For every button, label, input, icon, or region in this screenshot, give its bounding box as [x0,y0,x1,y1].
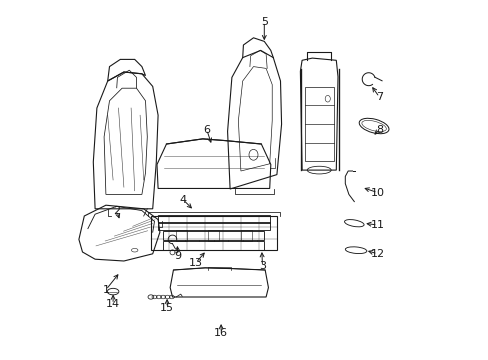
Bar [158,215,269,223]
Text: 13: 13 [188,258,203,268]
Bar [241,230,251,241]
Text: 15: 15 [160,303,174,313]
Text: 9: 9 [174,251,181,261]
Text: 2: 2 [113,206,120,216]
Bar [304,87,333,161]
Text: 16: 16 [214,328,227,338]
Bar [151,216,276,250]
Text: 6: 6 [203,125,210,135]
Bar [163,231,264,240]
Text: 1: 1 [102,285,109,295]
Text: 7: 7 [375,92,382,102]
Text: 5: 5 [260,17,267,27]
Bar [176,230,186,241]
Bar [163,241,264,250]
Text: 12: 12 [370,249,384,259]
Text: 10: 10 [370,188,384,198]
Text: 3: 3 [259,261,265,271]
Text: 11: 11 [370,220,384,230]
Bar [158,222,269,230]
Bar [208,230,219,241]
Text: 14: 14 [106,299,120,309]
Text: 8: 8 [375,125,382,135]
Text: 4: 4 [180,195,186,205]
